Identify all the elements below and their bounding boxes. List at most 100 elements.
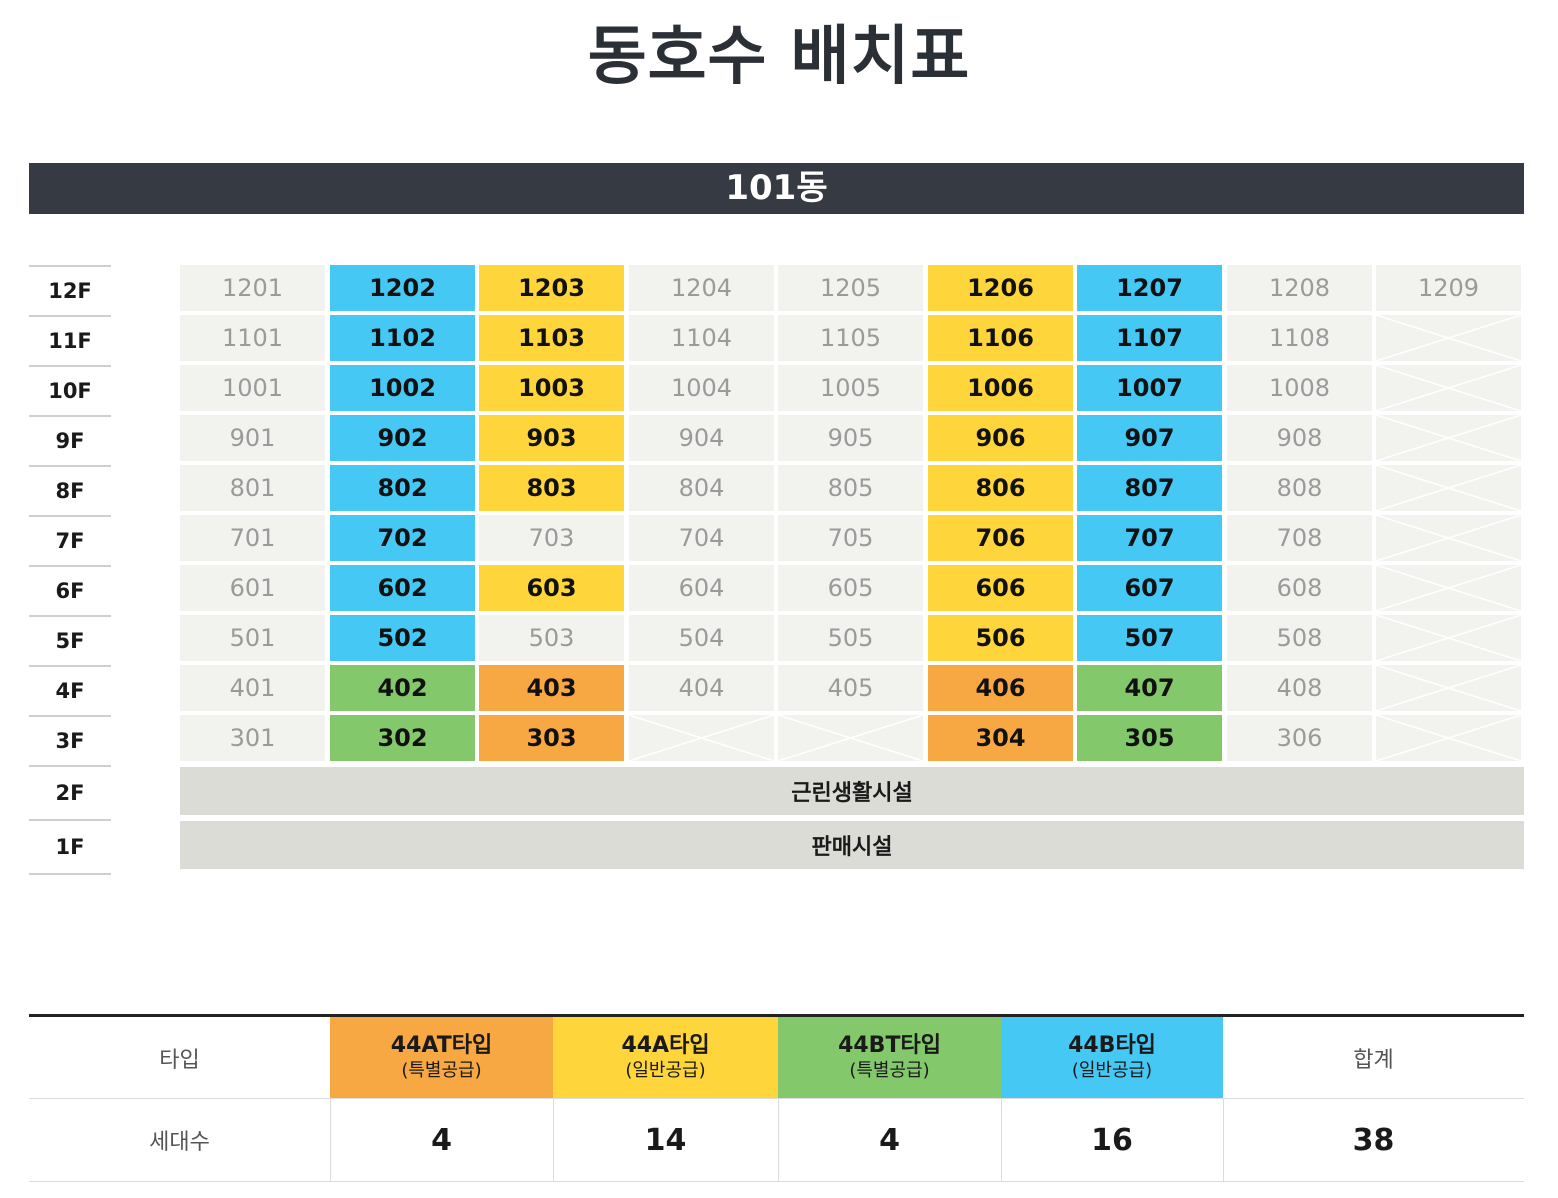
cross-icon [1376, 515, 1521, 561]
column-divider [1001, 1099, 1002, 1181]
type-name: 44B타입 [1068, 1032, 1156, 1058]
unit-cell: 903 [479, 415, 624, 461]
type-header-cell: 타입 [29, 1017, 330, 1098]
unit-cell: 405 [778, 665, 923, 711]
floor-label: 11F [29, 315, 111, 365]
unit-cell: 702 [330, 515, 475, 561]
unit-cell: 1103 [479, 315, 624, 361]
cross-icon [1376, 365, 1521, 411]
unit-cell: 506 [928, 615, 1073, 661]
count-cell: 16 [1001, 1099, 1223, 1181]
page-title: 동호수 배치표 [587, 20, 971, 94]
empty-unit-cell [1376, 665, 1521, 711]
empty-unit-cell [1376, 515, 1521, 561]
column-divider [330, 1099, 331, 1181]
unit-cell: 708 [1227, 515, 1372, 561]
total-header-label: 합계 [1353, 1047, 1394, 1073]
unit-cell: 1106 [928, 315, 1073, 361]
unit-cell: 1204 [629, 265, 774, 311]
unit-cell: 608 [1227, 565, 1372, 611]
type-name: 44BT타입 [838, 1032, 941, 1058]
unit-cell: 1105 [778, 315, 923, 361]
empty-unit-cell [1376, 715, 1521, 761]
cross-icon [629, 715, 774, 761]
unit-cell: 1101 [180, 315, 325, 361]
unit-cell: 406 [928, 665, 1073, 711]
unit-cell: 1002 [330, 365, 475, 411]
unit-cell: 907 [1077, 415, 1222, 461]
summary-top-border [29, 1014, 1524, 1017]
cross-icon [1376, 315, 1521, 361]
type-summary-table: 타입 44AT타입 (특별공급) 44A타입 (일반공급) 44BT타입 (특별공급) 44B… [29, 1014, 1524, 1182]
unit-cell: 602 [330, 565, 475, 611]
unit-cell: 902 [330, 415, 475, 461]
type-cell: 44AT타입 (특별공급) [330, 1017, 553, 1098]
unit-cell: 1001 [180, 365, 325, 411]
unit-cell: 1203 [479, 265, 624, 311]
unit-cell: 801 [180, 465, 325, 511]
cross-icon [1376, 615, 1521, 661]
count-cell: 14 [553, 1099, 778, 1181]
column-divider [1223, 1099, 1224, 1181]
type-header-label: 타입 [159, 1047, 200, 1073]
unit-cell: 1006 [928, 365, 1073, 411]
type-cell: 44BT타입 (특별공급) [778, 1017, 1001, 1098]
unit-cell: 802 [330, 465, 475, 511]
unit-cell: 502 [330, 615, 475, 661]
count-cell: 4 [330, 1099, 553, 1181]
unit-cell: 603 [479, 565, 624, 611]
unit-cell: 403 [479, 665, 624, 711]
table-bottom-border [29, 1181, 1524, 1182]
unit-cell: 806 [928, 465, 1073, 511]
unit-cell: 501 [180, 615, 325, 661]
type-supply: (특별공급) [401, 1059, 482, 1081]
unit-cell: 606 [928, 565, 1073, 611]
unit-cell: 906 [928, 415, 1073, 461]
unit-cell: 1201 [180, 265, 325, 311]
unit-cell: 1208 [1227, 265, 1372, 311]
floor-label: 5F [29, 615, 111, 665]
unit-cell: 901 [180, 415, 325, 461]
unit-cell: 303 [479, 715, 624, 761]
floor-label: 8F [29, 465, 111, 515]
cross-icon [1376, 415, 1521, 461]
facility-bar: 근린생활시설 [180, 767, 1524, 815]
empty-unit-cell [1376, 465, 1521, 511]
unit-cell: 904 [629, 415, 774, 461]
count-cell: 4 [778, 1099, 1001, 1181]
unit-cell: 304 [928, 715, 1073, 761]
unit-cell: 1209 [1376, 265, 1521, 311]
unit-cell: 1004 [629, 365, 774, 411]
unit-cell: 1102 [330, 315, 475, 361]
unit-cell: 407 [1077, 665, 1222, 711]
floor-label: 7F [29, 515, 111, 565]
unit-cell: 1107 [1077, 315, 1222, 361]
building-header: 101동 [29, 163, 1524, 214]
empty-unit-cell [1376, 365, 1521, 411]
unit-cell: 1008 [1227, 365, 1372, 411]
unit-cell: 905 [778, 415, 923, 461]
total-header-cell: 합계 [1223, 1017, 1524, 1098]
unit-cell: 607 [1077, 565, 1222, 611]
unit-cell: 408 [1227, 665, 1372, 711]
unit-cell: 707 [1077, 515, 1222, 561]
unit-cell: 306 [1227, 715, 1372, 761]
unit-cell: 508 [1227, 615, 1372, 661]
row-divider [29, 1098, 1524, 1099]
unit-cell: 402 [330, 665, 475, 711]
unit-cell: 1206 [928, 265, 1073, 311]
unit-cell: 804 [629, 465, 774, 511]
column-divider [553, 1099, 554, 1181]
unit-cell: 803 [479, 465, 624, 511]
floor-label: 4F [29, 665, 111, 715]
column-divider [778, 1099, 779, 1181]
unit-grid: 1201 1202 1203 1204 1205 1206 1207 1208 1209 1101… [180, 265, 1524, 871]
type-cell: 44B타입 (일반공급) [1001, 1017, 1223, 1098]
household-count: 14 [644, 1122, 687, 1158]
type-supply: (특별공급) [849, 1059, 930, 1081]
cross-icon [1376, 565, 1521, 611]
unit-cell: 1007 [1077, 365, 1222, 411]
unit-cell: 808 [1227, 465, 1372, 511]
floor-label: 1F [29, 819, 111, 873]
unit-cell: 503 [479, 615, 624, 661]
